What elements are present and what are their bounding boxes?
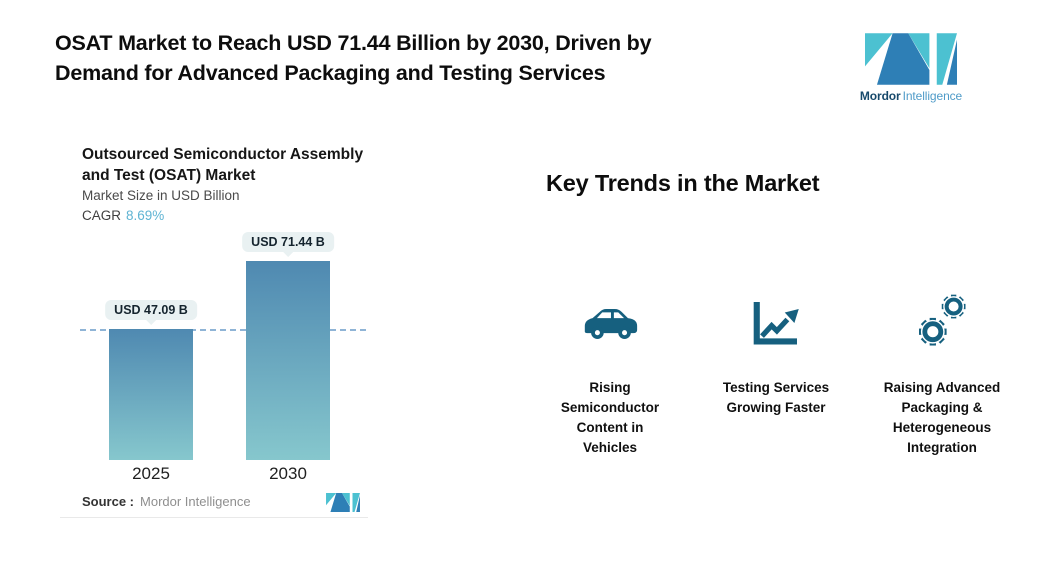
brand-logo: Mordor Intelligence: [856, 33, 966, 103]
value-badge-2030: USD 71.44 B: [242, 232, 334, 252]
page-title: OSAT Market to Reach USD 71.44 Billion b…: [55, 31, 652, 85]
cagr-value: 8.69%: [126, 208, 165, 223]
reference-line: [80, 329, 366, 331]
mordor-intelligence-logo-icon: [865, 33, 957, 85]
trend-item-packaging: Raising Advanced Packaging & Heterogeneo…: [857, 288, 1027, 458]
source-value: Mordor Intelligence: [140, 494, 251, 509]
bar-chart: USD 47.09 B USD 71.44 B 2025 2030: [60, 130, 368, 520]
cagr-label: CAGR: [82, 208, 122, 223]
bar-2030: [246, 261, 330, 460]
brand-name-light: Intelligence: [902, 89, 963, 103]
trend-label-vehicles: Rising Semiconductor Content in Vehicles: [560, 380, 660, 455]
trend-label-packaging: Raising Advanced Packaging & Heterogeneo…: [883, 380, 1001, 455]
mordor-intelligence-mini-logo-icon: [326, 493, 360, 512]
trend-item-testing: Testing Services Growing Faster: [691, 288, 861, 418]
chart-cagr: CAGR 8.69%: [82, 208, 164, 223]
brand-name-bold: Mordor: [859, 89, 901, 103]
source-label: Source :: [82, 494, 135, 509]
card-divider: [60, 517, 368, 518]
gears-icon: [857, 288, 1027, 358]
source-row: Source : Mordor Intelligence: [82, 493, 360, 512]
line-chart-icon: [691, 288, 861, 358]
trends-heading: Key Trends in the Market: [546, 170, 820, 196]
trend-label-testing: Testing Services Growing Faster: [722, 380, 830, 415]
chart-subtitle: Market Size in USD Billion: [82, 188, 240, 203]
bar-2025: [109, 329, 193, 460]
market-chart-card: Outsourced Semiconductor Assembly and Te…: [60, 130, 368, 520]
value-badge-2025: USD 47.09 B: [105, 300, 197, 320]
chart-title: Outsourced Semiconductor Assembly and Te…: [82, 146, 364, 184]
brand-name: Mordor Intelligence: [856, 89, 966, 103]
trend-item-vehicles: Rising Semiconductor Content in Vehicles: [525, 288, 695, 458]
car-icon: [525, 288, 695, 358]
x-tick-2030: 2030: [269, 464, 307, 483]
x-tick-2025: 2025: [132, 464, 170, 483]
